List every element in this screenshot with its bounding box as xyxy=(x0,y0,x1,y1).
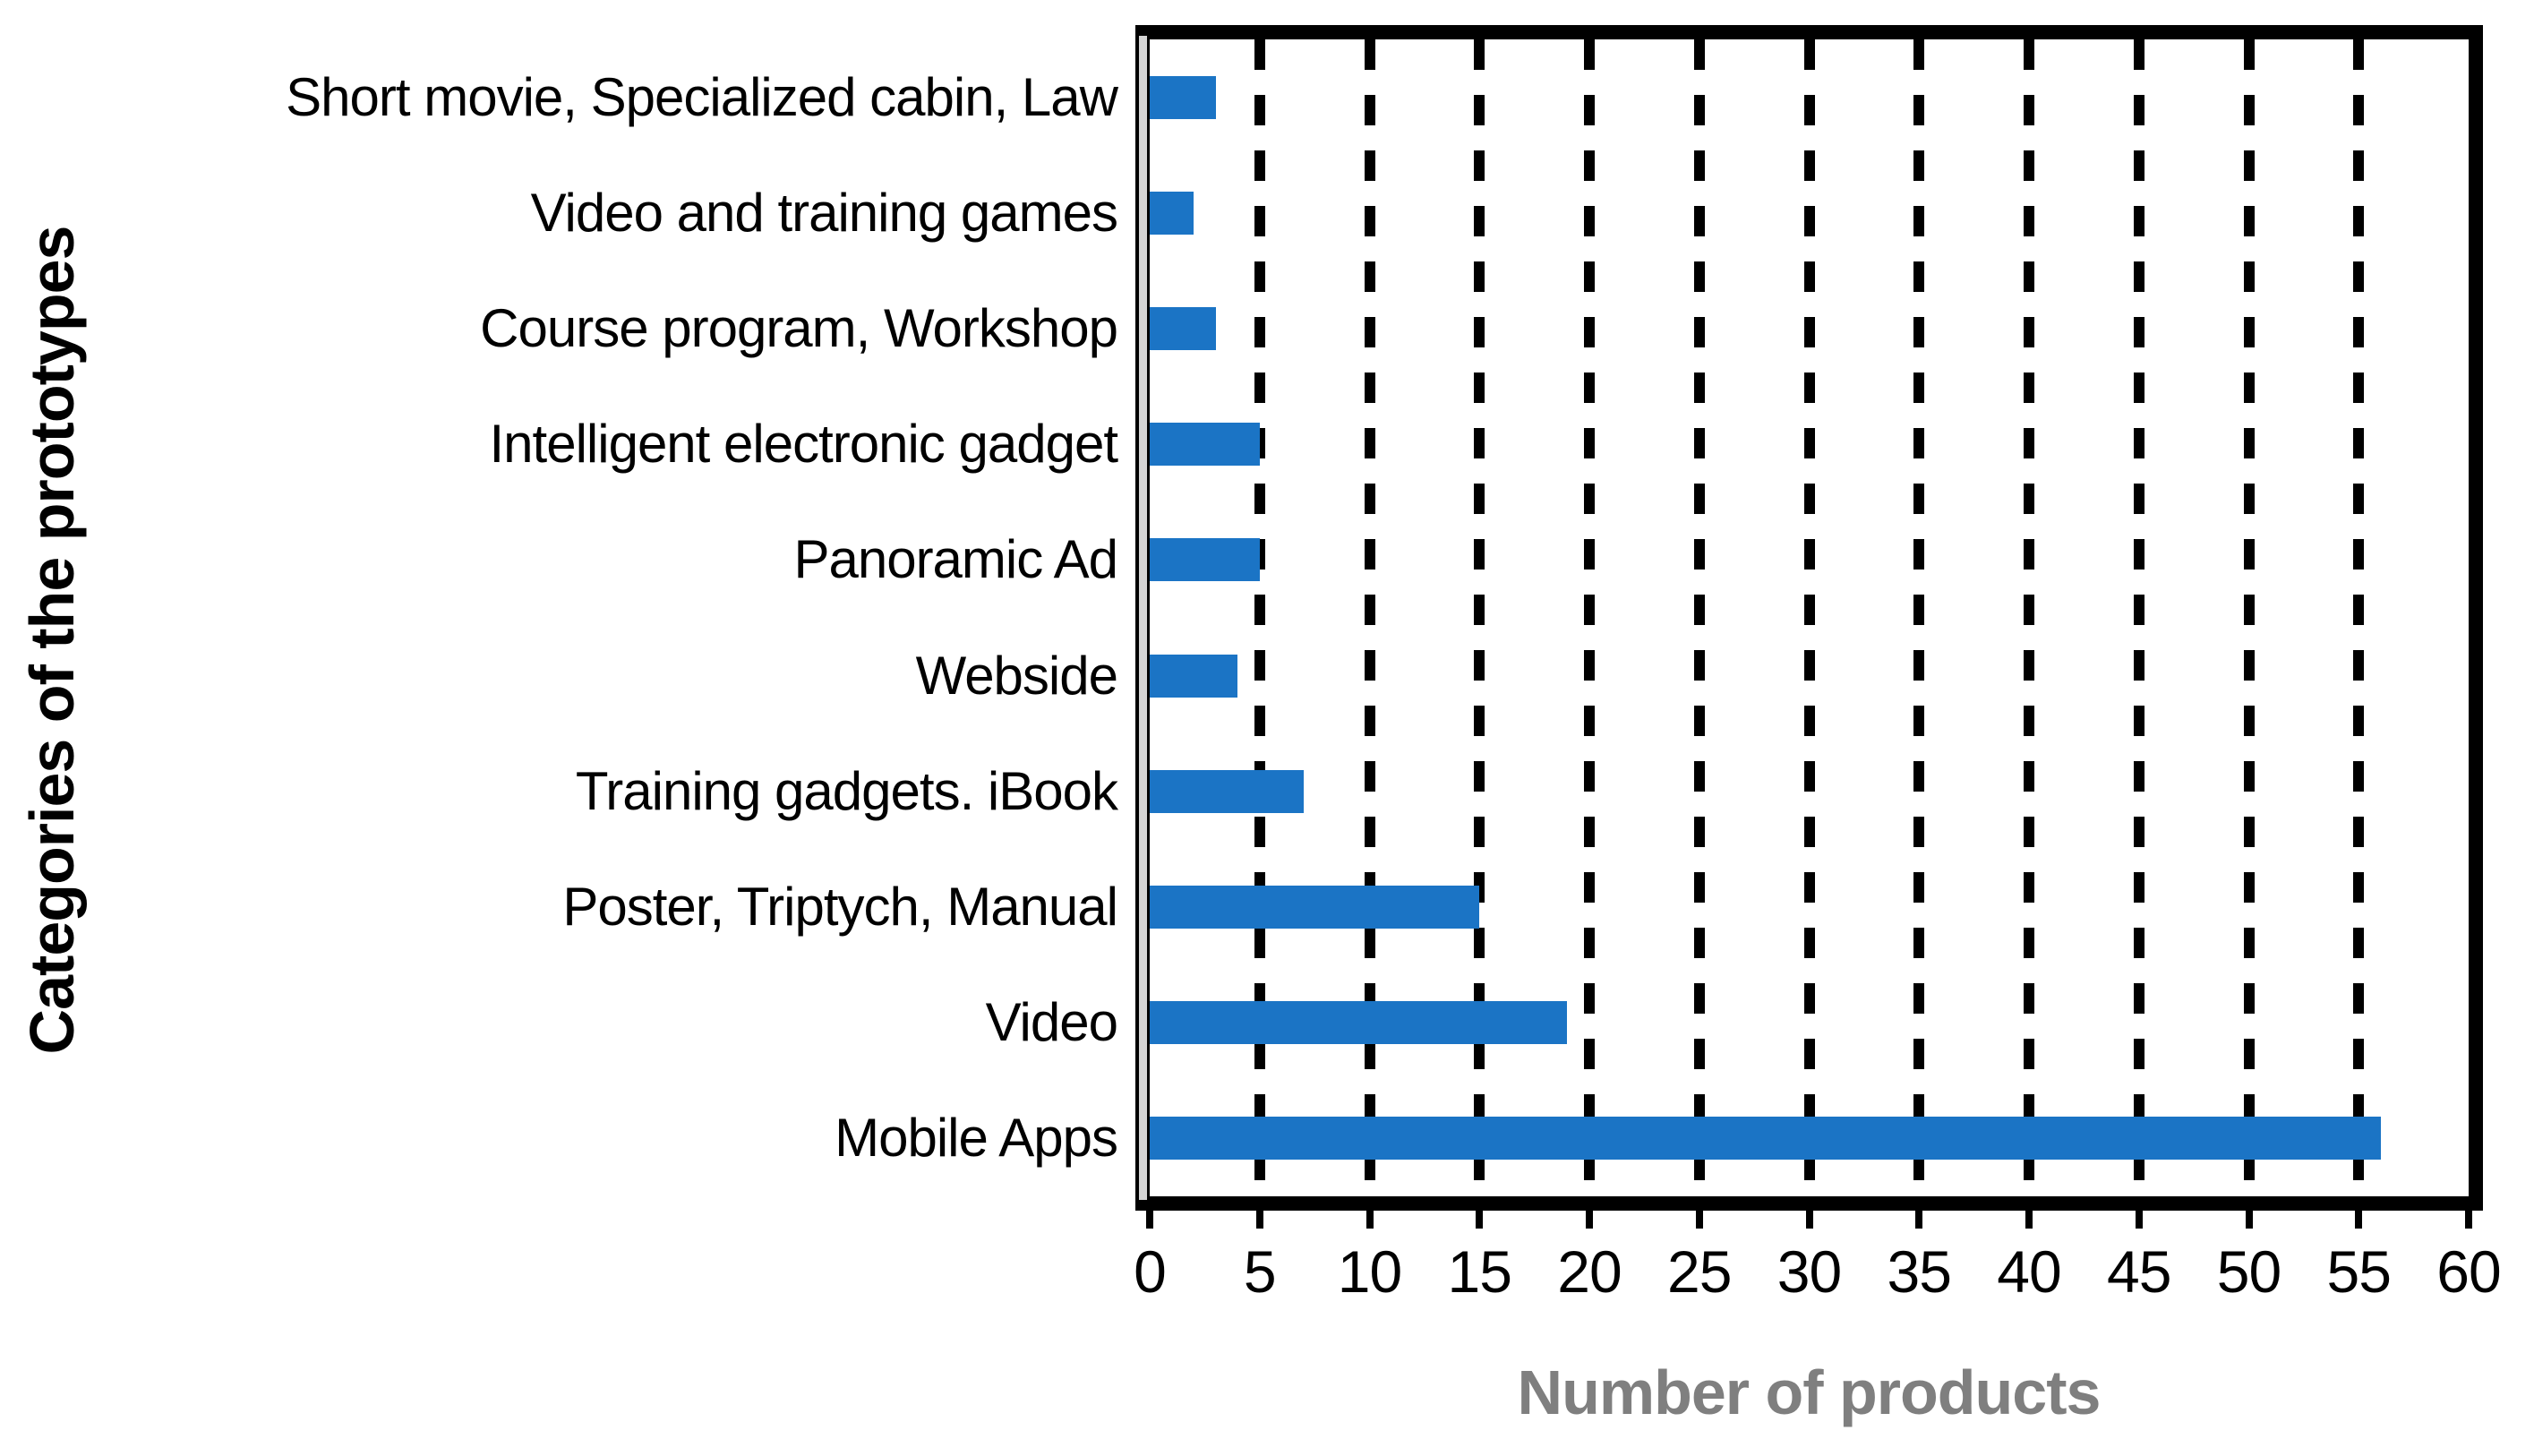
x-tick-label: 10 xyxy=(1337,1238,1402,1305)
x-axis-tick xyxy=(1915,1211,1923,1229)
category-label: Training gadgets. iBook xyxy=(575,760,1118,821)
gridline xyxy=(2243,39,2255,1196)
x-tick-label: 20 xyxy=(1557,1238,1622,1305)
category-label: Panoramic Ad xyxy=(793,529,1118,590)
category-label: Short movie, Specialized cabin, Law xyxy=(286,66,1118,127)
category-label: Video xyxy=(985,992,1118,1053)
category-label: Intelligent electronic gadget xyxy=(489,414,1118,475)
gridline xyxy=(2133,39,2144,1196)
x-axis-tick xyxy=(2025,1211,2033,1229)
bar-6 xyxy=(1150,654,1238,698)
x-axis-tick xyxy=(1255,1211,1263,1229)
x-tick-label: 40 xyxy=(1997,1238,2061,1305)
category-label: Video and training games xyxy=(530,182,1118,243)
x-axis-tick xyxy=(1695,1211,1703,1229)
x-tick-label: 50 xyxy=(2216,1238,2281,1305)
bar-8 xyxy=(1150,886,1480,929)
x-axis-title: Number of products xyxy=(1517,1358,2102,1427)
x-axis-tick xyxy=(1146,1211,1153,1229)
bar-7 xyxy=(1150,769,1304,813)
y-axis-title: Categories of the prototypes xyxy=(17,226,87,1055)
gridline xyxy=(1693,39,1705,1196)
bar-1 xyxy=(1150,75,1216,119)
bar-3 xyxy=(1150,307,1216,350)
x-tick-label: 0 xyxy=(1134,1238,1167,1305)
gridline xyxy=(1584,39,1595,1196)
gridline xyxy=(2024,39,2034,1196)
gridline xyxy=(2353,39,2365,1196)
x-axis-tick xyxy=(2135,1211,2143,1229)
gridline xyxy=(1913,39,1925,1196)
x-tick-label: 35 xyxy=(1887,1238,1952,1305)
y-axis-line xyxy=(1139,36,1147,1200)
category-label: Mobile Apps xyxy=(835,1108,1118,1169)
plot-area xyxy=(1135,25,2483,1211)
x-axis-tick xyxy=(2355,1211,2363,1229)
bar-10 xyxy=(1150,1117,2381,1161)
x-axis-tick xyxy=(1586,1211,1593,1229)
bar-2 xyxy=(1150,191,1194,235)
bar-9 xyxy=(1150,1001,1568,1045)
x-axis-tick xyxy=(2245,1211,2253,1229)
x-tick-label: 30 xyxy=(1776,1238,1842,1305)
gridline xyxy=(1803,39,1815,1196)
x-axis-tick xyxy=(1476,1211,1484,1229)
x-axis-tick xyxy=(1805,1211,1813,1229)
bar-5 xyxy=(1150,538,1260,582)
x-tick-label: 55 xyxy=(2326,1238,2392,1305)
x-tick-label: 60 xyxy=(2436,1238,2501,1305)
x-tick-label: 5 xyxy=(1243,1238,1277,1305)
category-label: Webside xyxy=(915,645,1118,706)
x-tick-label: 25 xyxy=(1667,1238,1732,1305)
category-label: Poster, Triptych, Manual xyxy=(562,877,1118,937)
bar-4 xyxy=(1150,423,1260,467)
plot-inner xyxy=(1139,36,2469,1200)
x-axis-tick xyxy=(2465,1211,2472,1229)
category-label: Course program, Workshop xyxy=(480,298,1118,358)
x-axis-tick xyxy=(1365,1211,1374,1229)
x-tick-label: 45 xyxy=(2107,1238,2171,1305)
x-tick-label: 15 xyxy=(1447,1238,1512,1305)
